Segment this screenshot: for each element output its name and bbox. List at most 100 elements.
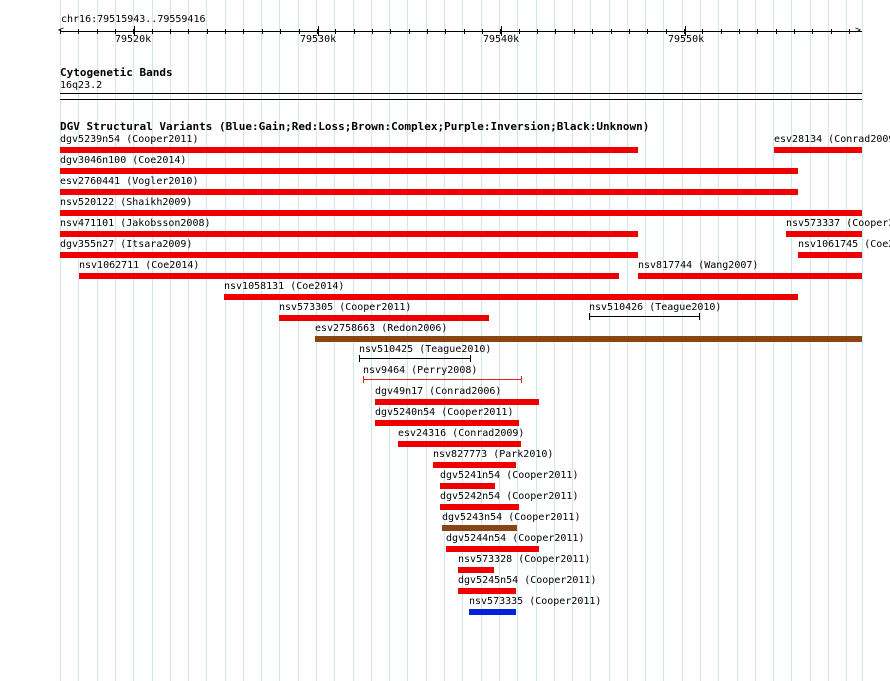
variant-bar[interactable] bbox=[398, 441, 521, 447]
ruler-minor-tick bbox=[390, 29, 391, 34]
grid-line bbox=[225, 0, 226, 681]
variant-bar[interactable] bbox=[315, 336, 862, 342]
variant-bar[interactable] bbox=[375, 420, 519, 426]
variant-bar[interactable] bbox=[375, 399, 539, 405]
grid-line bbox=[279, 0, 280, 681]
variant-bar[interactable] bbox=[433, 462, 516, 468]
ruler-minor-tick bbox=[537, 29, 538, 34]
variant-label[interactable]: nsv573337 (Cooper2011) bbox=[786, 218, 890, 229]
variant-label[interactable]: nsv573335 (Cooper2011) bbox=[469, 596, 602, 607]
variant-bracket[interactable] bbox=[359, 355, 471, 362]
tick-label-79550k: 79550k bbox=[668, 34, 705, 45]
variant-label[interactable]: dgv5243n54 (Cooper2011) bbox=[442, 512, 581, 523]
ruler-minor-tick bbox=[243, 29, 244, 34]
ruler-minor-tick bbox=[666, 29, 667, 34]
variant-bar[interactable] bbox=[224, 294, 798, 300]
variant-label[interactable]: dgv49n17 (Conrad2006) bbox=[375, 386, 502, 397]
variant-label[interactable]: dgv5245n54 (Cooper2011) bbox=[458, 575, 597, 586]
variant-bar[interactable] bbox=[60, 147, 638, 153]
variant-label[interactable]: esv2760441 (Vogler2010) bbox=[60, 176, 199, 187]
ruler-line bbox=[60, 31, 862, 32]
grid-line bbox=[170, 0, 171, 681]
dgv-track-title: DGV Structural Variants (Blue:Gain;Red:L… bbox=[60, 120, 650, 133]
ruler-minor-tick bbox=[133, 29, 134, 34]
variant-bar[interactable] bbox=[458, 567, 494, 573]
variant-label[interactable]: nsv9464 (Perry2008) bbox=[363, 365, 478, 376]
variant-label[interactable]: esv24316 (Conrad2009) bbox=[398, 428, 525, 439]
variant-label[interactable]: dgv5241n54 (Cooper2011) bbox=[440, 470, 579, 481]
variant-bar[interactable] bbox=[60, 252, 638, 258]
ruler-minor-tick bbox=[372, 29, 373, 34]
ruler-right-arrow: > bbox=[855, 25, 862, 36]
variant-bar[interactable] bbox=[60, 210, 862, 216]
ruler-minor-tick bbox=[317, 29, 318, 34]
variant-bar[interactable] bbox=[442, 525, 517, 531]
ruler-minor-tick bbox=[684, 29, 685, 34]
variant-bracket[interactable] bbox=[363, 376, 522, 383]
variant-label[interactable]: nsv817744 (Wang2007) bbox=[638, 260, 759, 271]
ruler-minor-tick bbox=[354, 29, 355, 34]
variant-label[interactable]: nsv1058131 (Coe2014) bbox=[224, 281, 345, 292]
variant-bar[interactable] bbox=[798, 252, 862, 258]
ruler-minor-tick bbox=[427, 29, 428, 34]
grid-line bbox=[97, 0, 98, 681]
variant-bar[interactable] bbox=[458, 588, 516, 594]
variant-bar[interactable] bbox=[60, 231, 638, 237]
variant-label[interactable]: nsv1061745 (Coe2014) bbox=[798, 239, 890, 250]
ruler-minor-tick bbox=[794, 29, 795, 34]
ruler-minor-tick bbox=[280, 29, 281, 34]
grid-line bbox=[133, 0, 134, 681]
ruler-major-tick bbox=[501, 26, 502, 36]
variant-label[interactable]: dgv5240n54 (Cooper2011) bbox=[375, 407, 514, 418]
variant-label[interactable]: nsv510425 (Teague2010) bbox=[359, 344, 492, 355]
location-label: chr16:79515943..79559416 bbox=[61, 14, 206, 25]
ruler-minor-tick bbox=[629, 29, 630, 34]
ruler-minor-tick bbox=[519, 29, 520, 34]
ruler-minor-tick bbox=[115, 29, 116, 34]
tick-label-79540k: 79540k bbox=[483, 34, 520, 45]
variant-label[interactable]: nsv520122 (Shaikh2009) bbox=[60, 197, 193, 208]
variant-bar[interactable] bbox=[446, 546, 539, 552]
variant-label[interactable]: nsv827773 (Park2010) bbox=[433, 449, 554, 460]
variant-label[interactable]: dgv5242n54 (Cooper2011) bbox=[440, 491, 579, 502]
ruler-minor-tick bbox=[299, 29, 300, 34]
variant-label[interactable]: nsv1062711 (Coe2014) bbox=[79, 260, 200, 271]
grid-line bbox=[298, 0, 299, 681]
variant-bar[interactable] bbox=[469, 609, 516, 615]
variant-bar[interactable] bbox=[60, 189, 798, 195]
ruler-minor-tick bbox=[152, 29, 153, 34]
grid-line bbox=[152, 0, 153, 681]
tick-label-79530k: 79530k bbox=[300, 34, 337, 45]
variant-label[interactable]: dgv5244n54 (Cooper2011) bbox=[446, 533, 585, 544]
ruler-minor-tick bbox=[445, 29, 446, 34]
ruler-minor-tick bbox=[574, 29, 575, 34]
variant-label[interactable]: esv2758663 (Redon2006) bbox=[315, 323, 448, 334]
ruler-minor-tick bbox=[739, 29, 740, 34]
variant-label[interactable]: dgv3046n100 (Coe2014) bbox=[60, 155, 187, 166]
ruler-minor-tick bbox=[592, 29, 593, 34]
variant-label[interactable]: nsv573305 (Cooper2011) bbox=[279, 302, 412, 313]
variant-bar[interactable] bbox=[440, 504, 519, 510]
ruler-minor-tick bbox=[335, 29, 336, 34]
variant-label[interactable]: dgv355n27 (Itsara2009) bbox=[60, 239, 193, 250]
variant-label[interactable]: dgv5239n54 (Cooper2011) bbox=[60, 134, 199, 145]
grid-line bbox=[60, 0, 61, 681]
variant-label[interactable]: nsv471101 (Jakobsson2008) bbox=[60, 218, 211, 229]
variant-bar[interactable] bbox=[638, 273, 862, 279]
ruler-minor-tick bbox=[409, 29, 410, 34]
grid-line bbox=[78, 0, 79, 681]
variant-bar[interactable] bbox=[440, 483, 495, 489]
variant-label[interactable]: nsv573328 (Cooper2011) bbox=[458, 554, 591, 565]
variant-label[interactable]: esv28134 (Conrad2009) bbox=[774, 134, 890, 145]
variant-bar[interactable] bbox=[774, 147, 862, 153]
variant-bar[interactable] bbox=[786, 231, 862, 237]
variant-bar[interactable] bbox=[279, 315, 489, 321]
cyto-track-title: Cytogenetic Bands bbox=[60, 66, 173, 79]
variant-bar[interactable] bbox=[60, 168, 798, 174]
ruler-minor-tick bbox=[225, 29, 226, 34]
variant-label[interactable]: nsv510426 (Teague2010) bbox=[589, 302, 722, 313]
variant-bracket[interactable] bbox=[589, 313, 700, 320]
variant-bar[interactable] bbox=[79, 273, 619, 279]
ruler-major-tick bbox=[318, 26, 319, 36]
